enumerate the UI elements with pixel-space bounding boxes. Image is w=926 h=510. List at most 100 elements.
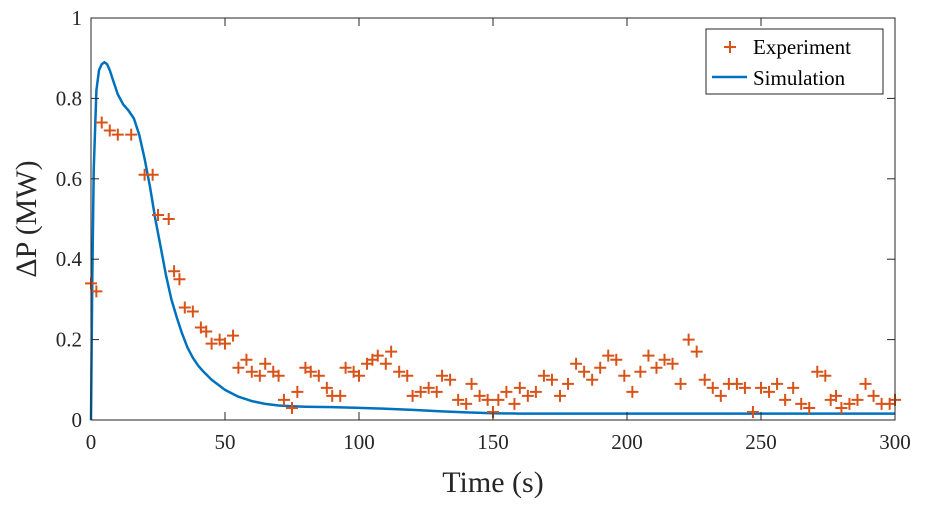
experiment-point [787, 381, 800, 394]
experiment-point [200, 325, 213, 338]
x-tick-label: 250 [745, 430, 777, 454]
experiment-point [586, 373, 599, 386]
experiment-point [245, 365, 258, 378]
experiment-point [642, 349, 655, 362]
experiment-point [414, 385, 427, 398]
x-tick-label: 0 [86, 430, 97, 454]
experiment-point [227, 329, 240, 342]
experiment-point [152, 208, 164, 221]
experiment-point [602, 349, 615, 362]
experiment-point [803, 401, 816, 414]
experiment-point [545, 373, 558, 386]
x-tick-label: 300 [879, 430, 911, 454]
experiment-point [304, 365, 317, 378]
experiment-point [674, 377, 687, 390]
experiment-point [867, 389, 880, 402]
experiment-point [513, 381, 526, 394]
experiment-point [763, 385, 776, 398]
experiment-point [286, 401, 298, 414]
experiment-point [859, 377, 872, 390]
simulation-line [89, 60, 895, 421]
y-axis-title: ΔP (MW) [10, 160, 43, 277]
experiment-point [379, 357, 392, 370]
legend-experiment-label: Experiment [753, 35, 851, 59]
experiment-point [650, 361, 663, 374]
experiment-point [811, 365, 824, 378]
simulation-layer [89, 60, 895, 421]
experiment-point [698, 373, 711, 386]
experiment-point [771, 377, 784, 390]
experiment-point [277, 393, 290, 406]
experiment-point [843, 397, 856, 410]
experiment-point [125, 128, 138, 141]
experiment-point [444, 373, 457, 386]
experiment-point [706, 381, 719, 394]
y-axis: 0 0.2 0.4 0.6 0.8 1 [56, 6, 895, 432]
experiment-point [682, 333, 695, 346]
y-tick-label: 0.2 [56, 328, 82, 352]
experiment-point [492, 393, 505, 406]
experiment-point [436, 369, 449, 382]
experiment-point [178, 301, 191, 314]
experiment-point [168, 265, 181, 278]
experiment-point [371, 349, 384, 362]
legend-plus-marker [724, 41, 736, 53]
experiment-point [385, 345, 398, 358]
experiment-point [465, 377, 478, 390]
experiment-point [219, 337, 231, 350]
experiment-point [422, 381, 435, 394]
experiment-point [618, 369, 631, 382]
experiment-point [779, 393, 792, 406]
experiment-point [430, 385, 443, 398]
experiment-point [353, 369, 365, 382]
experiment-point [738, 381, 751, 394]
x-tick-label: 50 [215, 430, 236, 454]
experiment-point [529, 385, 542, 398]
experiment-point [312, 369, 325, 382]
legend-experiment-marker [724, 41, 736, 53]
experiment-layer [85, 116, 901, 418]
y-tick-label: 0.8 [56, 86, 82, 110]
x-axis-title: Time (s) [442, 466, 543, 499]
experiment-point [95, 116, 108, 129]
experiment-point [240, 353, 253, 366]
experiment-point [320, 381, 333, 394]
y-tick-label: 0.6 [56, 167, 82, 191]
experiment-point [835, 401, 848, 414]
experiment-point [259, 357, 272, 370]
experiment-point [232, 361, 245, 374]
experiment-point [186, 305, 199, 318]
experiment-point [851, 393, 864, 406]
experiment-point [90, 285, 103, 298]
experiment-point [146, 168, 159, 181]
experiment-point [401, 369, 414, 382]
experiment-point [162, 213, 175, 225]
experiment-point [291, 385, 304, 398]
experiment-point [714, 389, 727, 402]
experiment-point [406, 389, 419, 402]
experiment-point [594, 361, 607, 374]
experiment-point [819, 369, 832, 382]
experiment-point [173, 273, 186, 286]
experiment-point [578, 365, 591, 378]
x-axis: 0 50 100 150 200 250 300 [86, 18, 911, 454]
experiment-point [554, 389, 566, 402]
experiment-point [658, 353, 671, 366]
experiment-point [521, 389, 534, 402]
experiment-point [690, 345, 703, 358]
experiment-point [508, 397, 521, 410]
experiment-point [746, 405, 759, 418]
experiment-point [272, 369, 285, 382]
experiment-point [339, 361, 352, 374]
legend-box [705, 28, 884, 95]
experiment-point [562, 377, 575, 390]
experiment-point [103, 124, 116, 137]
experiment-point [452, 393, 465, 406]
y-tick-label: 0 [72, 408, 83, 432]
y-tick-label: 1 [72, 6, 83, 30]
legend: Experiment Simulation [705, 28, 884, 95]
experiment-point [755, 381, 767, 394]
experiment-point [500, 385, 513, 398]
experiment-point [610, 353, 623, 366]
